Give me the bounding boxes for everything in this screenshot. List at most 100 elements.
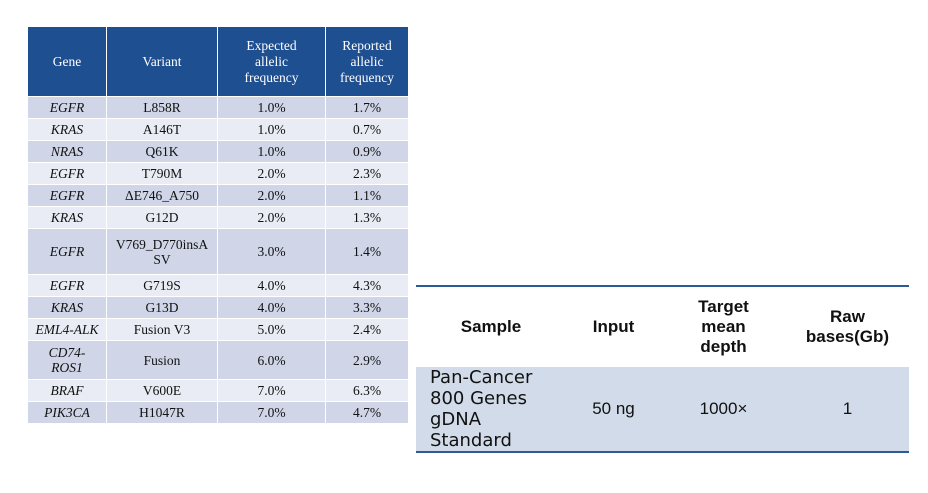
expected-frequency-cell: 1.0% [218, 140, 326, 162]
variant-cell: V769_D770insA SV [107, 228, 218, 274]
variant-cell-line: SV [153, 251, 171, 267]
variant-cell: G13D [107, 296, 218, 318]
header-depth-line: Target [698, 297, 749, 316]
gene-cell: CD74- ROS1 [28, 340, 107, 379]
table-row: NRAS Q61K 1.0% 0.9% [28, 140, 408, 162]
variant-table-header-row: Gene Variant Expected allelic frequency … [28, 27, 408, 96]
expected-frequency-cell: 7.0% [218, 401, 326, 423]
gene-cell-line: EGFR [49, 244, 85, 259]
header-reported-line: Reported [342, 37, 392, 53]
sample-name-cell: Pan-Cancer 800 Genes gDNA Standard [416, 367, 566, 452]
reported-frequency-cell: 4.7% [326, 401, 408, 423]
header-bases-line: bases(Gb) [805, 327, 890, 346]
reported-frequency-cell: 1.1% [326, 184, 408, 206]
variant-cell-line: A146T [142, 122, 182, 137]
variant-cell: V600E [107, 379, 218, 401]
gene-cell: KRAS [28, 206, 107, 228]
gene-cell: KRAS [28, 118, 107, 140]
reported-frequency-cell: 1.7% [326, 96, 408, 118]
variant-cell-line: G13D [145, 300, 179, 315]
header-expected-line: frequency [244, 69, 299, 85]
variant-cell-line: L858R [143, 100, 181, 115]
expected-frequency-cell: 6.0% [218, 340, 326, 379]
variant-cell-line: H1047R [139, 405, 185, 420]
reported-frequency-cell: 2.3% [326, 162, 408, 184]
header-expected-line: Expected [246, 37, 297, 53]
variant-cell-line: Fusion [143, 352, 181, 368]
header-bases-line: Raw [830, 307, 865, 326]
gene-cell-line: KRAS [50, 300, 84, 315]
header-depth-line: mean [701, 317, 746, 336]
table-row: KRAS A146T 1.0% 0.7% [28, 118, 408, 140]
header-reported-frequency: Reported allelic frequency [326, 27, 408, 96]
gene-cell-line: NRAS [50, 144, 84, 159]
input-cell: 50 ng [566, 367, 661, 452]
expected-frequency-cell: 4.0% [218, 274, 326, 296]
variant-cell-line: T790M [141, 166, 183, 181]
reported-frequency-cell: 4.3% [326, 274, 408, 296]
variant-cell-line: Q61K [145, 144, 179, 159]
expected-frequency-cell: 1.0% [218, 96, 326, 118]
variant-cell-line: G719S [143, 278, 181, 293]
table-row: BRAF V600E 7.0% 6.3% [28, 379, 408, 401]
variant-cell: Fusion [107, 340, 218, 379]
gene-cell: EGFR [28, 162, 107, 184]
reported-frequency-cell: 6.3% [326, 379, 408, 401]
gene-cell: EGFR [28, 96, 107, 118]
header-depth-line: depth [700, 337, 747, 356]
gene-cell-line: KRAS [50, 210, 84, 225]
expected-frequency-cell: 7.0% [218, 379, 326, 401]
variant-cell-line: Fusion V3 [133, 322, 191, 337]
gene-cell-line: EML4-ALK [35, 322, 99, 337]
table-row: KRAS G12D 2.0% 1.3% [28, 206, 408, 228]
sample-name-line: gDNA Standard [430, 409, 512, 451]
gene-cell: EGFR [28, 184, 107, 206]
gene-cell-line: EGFR [49, 278, 85, 293]
variant-cell-line: V600E [142, 383, 182, 398]
reported-frequency-cell: 1.4% [326, 228, 408, 274]
sample-table: Sample Input Target mean depth Raw bases… [416, 285, 909, 453]
sample-name-line: 800 Genes [430, 388, 527, 409]
table-row: EGFR T790M 2.0% 2.3% [28, 162, 408, 184]
expected-frequency-cell: 2.0% [218, 184, 326, 206]
header-sample: Sample [416, 286, 566, 367]
variant-cell: G719S [107, 274, 218, 296]
table-row: EGFR L858R 1.0% 1.7% [28, 96, 408, 118]
gene-cell-line: PIK3CA [44, 405, 90, 420]
reported-frequency-cell: 0.9% [326, 140, 408, 162]
expected-frequency-cell: 2.0% [218, 162, 326, 184]
variant-cell: L858R [107, 96, 218, 118]
header-expected-frequency: Expected allelic frequency [218, 27, 326, 96]
header-sample-line: Sample [460, 317, 522, 336]
gene-cell-line: CD74- [48, 345, 86, 360]
expected-frequency-cell: 1.0% [218, 118, 326, 140]
variant-cell: G12D [107, 206, 218, 228]
header-raw-bases: Raw bases(Gb) [786, 286, 909, 367]
variant-cell: Q61K [107, 140, 218, 162]
reported-frequency-cell: 3.3% [326, 296, 408, 318]
variant-cell: ΔE746_A750 [107, 184, 218, 206]
table-row: EGFR ΔE746_A750 2.0% 1.1% [28, 184, 408, 206]
bases-cell: 1 [786, 367, 909, 452]
variant-frequency-table: Gene Variant Expected allelic frequency … [28, 27, 408, 423]
variant-cell: T790M [107, 162, 218, 184]
gene-cell: KRAS [28, 296, 107, 318]
reported-frequency-cell: 2.4% [326, 318, 408, 340]
gene-cell: EML4-ALK [28, 318, 107, 340]
table-row: KRAS G13D 4.0% 3.3% [28, 296, 408, 318]
gene-cell-line: ROS1 [51, 360, 83, 375]
expected-frequency-cell: 3.0% [218, 228, 326, 274]
header-gene: Gene [28, 27, 107, 96]
gene-cell-line: EGFR [49, 166, 85, 181]
table-row: EGFR G719S 4.0% 4.3% [28, 274, 408, 296]
reported-frequency-cell: 0.7% [326, 118, 408, 140]
table-row: EGFR V769_D770insA SV 3.0% 1.4% [28, 228, 408, 274]
header-target-depth: Target mean depth [661, 286, 786, 367]
variant-cell-line: ΔE746_A750 [125, 188, 199, 203]
gene-cell-line: EGFR [49, 100, 85, 115]
gene-cell: EGFR [28, 274, 107, 296]
header-input-line: Input [592, 317, 635, 336]
expected-frequency-cell: 2.0% [218, 206, 326, 228]
gene-cell: EGFR [28, 228, 107, 274]
gene-cell: NRAS [28, 140, 107, 162]
